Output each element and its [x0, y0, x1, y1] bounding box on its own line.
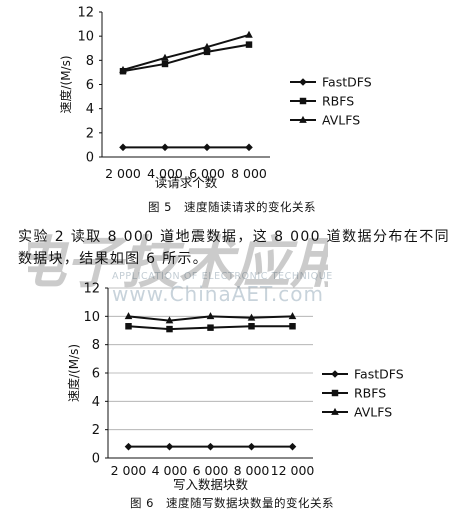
- fig5-series-avlfs-legend-label: AVLFS: [322, 113, 360, 128]
- fig5-y-tick-label: 6: [86, 78, 94, 93]
- fig5-series-fastdfs-legend-marker: [299, 78, 307, 86]
- fig5-x-axis-label: 读请求个数: [155, 175, 218, 190]
- fig6-x-tick-label: 6 000: [193, 463, 229, 478]
- fig6-y-tick-label: 2: [92, 423, 100, 438]
- fig6-series-avlfs: AVLFS: [124, 312, 392, 420]
- fig6-x-tick-label: 12 000: [271, 463, 315, 478]
- fig6-y-tick-label: 6: [92, 367, 100, 382]
- fig6-y-tick-label: 4: [92, 395, 100, 410]
- fig6-series-fastdfs-point: [165, 442, 174, 451]
- fig6-series-rbfs-point: [125, 323, 132, 330]
- fig5-x-tick-label: 2 000: [105, 166, 141, 181]
- figure-5-caption: 图 5 速度随读请求的变化关系: [148, 200, 316, 214]
- fig6-series-rbfs-point: [248, 323, 255, 330]
- fig6-x-axis-label: 写入数据块数: [173, 477, 249, 492]
- fig5-y-axis-label: 速度/(M/s): [58, 55, 73, 113]
- fig5-series-fastdfs-point: [245, 143, 253, 152]
- fig6-series-fastdfs-legend-marker: [331, 370, 339, 378]
- fig5-series-rbfs: RBFS: [119, 41, 354, 109]
- fig6-series-avlfs-point: [288, 312, 297, 320]
- fig5-series-rbfs-point: [161, 60, 169, 68]
- fig5-series-fastdfs-point: [161, 143, 169, 152]
- figure-5-chart: 0 2 4 6 8 10 12 2 000 4 000 6 000 8 000 读请求个数 速度/(M/…: [0, 0, 464, 191]
- fig5-y-tick-label: 0: [86, 151, 94, 166]
- fig6-series-rbfs-legend-label: RBFS: [354, 386, 386, 401]
- fig6-series-rbfs-legend-marker: [331, 389, 339, 397]
- fig5-series-avlfs: AVLFS: [119, 30, 360, 128]
- fig5-y-tick-label: 4: [86, 102, 94, 117]
- fig6-y-tick-label: 10: [83, 310, 100, 325]
- fig6-y-tick-label: 12: [83, 282, 100, 297]
- fig5-series-rbfs-line: [122, 43, 250, 73]
- fig5-series-rbfs-legend-marker: [299, 97, 307, 105]
- fig5-y-tick-label: 2: [86, 126, 94, 141]
- fig5-x-tick-label: 8 000: [231, 166, 267, 181]
- fig5-y-tick-label: 10: [77, 30, 94, 45]
- fig5-series-avlfs-point: [119, 65, 127, 73]
- fig5-series-rbfs-point: [203, 48, 211, 56]
- fig6-series-fastdfs: FastDFS: [124, 367, 404, 451]
- fig6-series-fastdfs-point: [206, 442, 215, 451]
- fig6-x-tick-label: 4 000: [152, 463, 188, 478]
- fig6-series-avlfs-point: [206, 312, 215, 320]
- fig5-x-tick-label: 6 000: [189, 166, 225, 181]
- body-paragraph: 实验 2 读取 8 000 道地震数据，这 8 000 道数据分布在不同数据块，…: [18, 229, 450, 267]
- fig5-y-tick-label: 12: [77, 6, 94, 21]
- fig6-series-avlfs-point: [165, 316, 174, 324]
- fig6-series-fastdfs-point: [288, 442, 297, 451]
- fig6-series-fastdfs-legend-label: FastDFS: [354, 367, 404, 382]
- fig5-series-avlfs-point: [245, 30, 253, 38]
- fig6-series-avlfs-legend-marker: [331, 407, 339, 415]
- fig5-series-fastdfs-legend-label: FastDFS: [322, 75, 372, 90]
- fig6-x-tick-label: 2 000: [111, 463, 147, 478]
- fig5-series-avlfs-point: [203, 42, 211, 50]
- fig6-y-axis-label: 速度/(M/s): [66, 344, 81, 402]
- fig6-series-rbfs-point: [207, 324, 214, 331]
- fig6-series-fastdfs-point: [124, 442, 133, 451]
- fig5-series-fastdfs: FastDFS: [119, 75, 372, 152]
- fig5-series-rbfs-legend-label: RBFS: [322, 94, 354, 109]
- fig5-series-avlfs-line: [122, 33, 250, 71]
- fig5-series-fastdfs-point: [119, 143, 127, 152]
- fig6-series-avlfs-point: [247, 313, 256, 321]
- fig6-series-avlfs-legend-label: AVLFS: [354, 405, 392, 420]
- fig5-series-avlfs-point: [161, 53, 169, 61]
- figure-6-svg: 0 2 4 6 8 10 12 2 000 4 000 6 000 8 000 12 000 写入数据块…: [66, 282, 404, 493]
- fig5-x-tick-label: 4 000: [147, 166, 183, 181]
- fig5-series-fastdfs-point: [203, 143, 211, 152]
- figure-5-svg: 0 2 4 6 8 10 12 2 000 4 000 6 000 8 000 读请求个数 速度/(M/…: [58, 6, 372, 191]
- fig6-y-tick-label: 8: [92, 338, 100, 353]
- fig6-series-avlfs-point: [124, 312, 133, 320]
- fig6-series-rbfs: RBFS: [125, 323, 386, 401]
- figure-6-caption: 图 6 速度随写数据块数量的变化关系: [130, 496, 334, 510]
- fig6-x-tick-label: 8 000: [234, 463, 270, 478]
- fig6-series-rbfs-point: [166, 325, 173, 333]
- fig6-series-fastdfs-point: [247, 442, 256, 451]
- fig6-series-rbfs-point: [289, 323, 296, 330]
- fig6-y-tick-label: 0: [92, 452, 100, 467]
- figure-6-chart: 0 2 4 6 8 10 12 2 000 4 000 6 000 8 000 12 000 写入数据块…: [0, 278, 464, 494]
- fig5-y-tick-label: 8: [86, 54, 94, 69]
- fig5-series-avlfs-legend-marker: [299, 115, 307, 123]
- fig5-series-rbfs-point: [245, 41, 253, 48]
